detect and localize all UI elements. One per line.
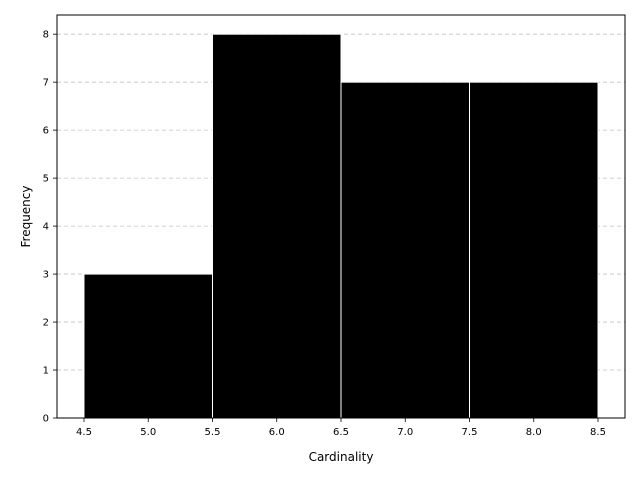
x-tick-label: 5.5: [205, 427, 221, 438]
bars: [83, 33, 599, 419]
x-tick-label: 7.0: [397, 427, 413, 438]
y-tick-label: 7: [43, 78, 49, 89]
y-tick-label: 4: [43, 222, 49, 233]
y-tick-label: 8: [43, 30, 49, 41]
y-tick-label: 3: [43, 270, 49, 281]
bar-4: [469, 81, 599, 419]
bar-1: [83, 273, 213, 419]
x-axis-title: Cardinality: [309, 450, 374, 464]
x-tick-label: 6.5: [333, 427, 349, 438]
y-axis-ticks: 0 1 2 3 4 5 6 7 8: [43, 30, 57, 425]
x-tick-label: 4.5: [76, 427, 92, 438]
x-tick-label: 8.0: [526, 427, 542, 438]
x-tick-label: 6.0: [269, 427, 285, 438]
y-axis-title: Frequency: [19, 186, 33, 248]
bar-2: [211, 33, 342, 419]
x-tick-label: 8.5: [590, 427, 606, 438]
x-tick-label: 5.0: [140, 427, 156, 438]
y-tick-label: 2: [43, 318, 49, 329]
y-tick-label: 6: [43, 126, 49, 137]
y-tick-label: 0: [43, 414, 49, 425]
x-axis-ticks: 4.5 5.0 5.5 6.0 6.5 7.0 7.5 8.0 8.5: [76, 418, 606, 438]
bar-3: [340, 81, 471, 419]
y-tick-label: 5: [43, 174, 49, 185]
x-tick-label: 7.5: [462, 427, 478, 438]
y-tick-label: 1: [43, 366, 49, 377]
